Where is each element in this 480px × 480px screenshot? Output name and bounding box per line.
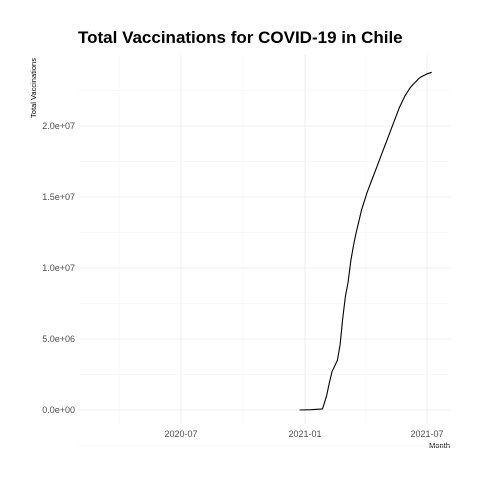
y-tick-label: 1.0e+07	[42, 263, 75, 273]
series-layer	[299, 71, 432, 411]
x-tick-label: 2021-07	[410, 429, 443, 439]
y-tick-label: 5.0e+06	[42, 334, 75, 344]
series-line-total-vaccinations	[299, 71, 432, 411]
y-tick-label: 1.5e+07	[42, 192, 75, 202]
tick-labels: 2020-07 2021-01 2021-07 0.0e+00 5.0e+06 1.0e+…	[42, 121, 443, 439]
y-tick-label: 0.0e+00	[42, 405, 75, 415]
chart-title: Total Vaccinations for COVID-19 in Chile	[78, 28, 403, 47]
x-tick-label: 2020-07	[164, 429, 197, 439]
gridlines	[78, 55, 450, 446]
x-tick-label: 2021-01	[288, 429, 321, 439]
y-tick-label: 2.0e+07	[42, 121, 75, 131]
y-axis-title: Total Vaccinations	[29, 58, 38, 118]
